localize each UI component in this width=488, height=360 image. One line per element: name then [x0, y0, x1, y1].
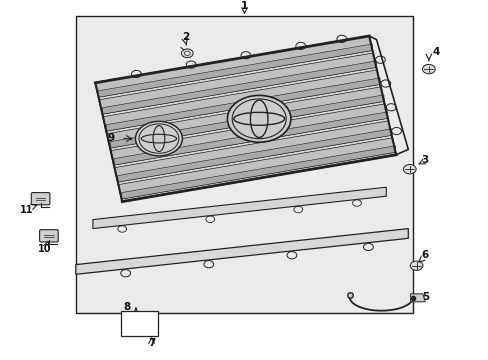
- Polygon shape: [107, 87, 383, 148]
- Polygon shape: [102, 61, 376, 114]
- Polygon shape: [110, 104, 387, 165]
- FancyBboxPatch shape: [40, 230, 58, 242]
- Polygon shape: [410, 294, 425, 302]
- Polygon shape: [106, 78, 379, 131]
- Polygon shape: [122, 146, 395, 199]
- Polygon shape: [118, 138, 395, 199]
- Text: 5: 5: [421, 292, 428, 302]
- Text: 1: 1: [241, 1, 247, 12]
- Polygon shape: [93, 187, 386, 229]
- FancyBboxPatch shape: [31, 193, 50, 205]
- Text: 8: 8: [123, 302, 130, 312]
- Circle shape: [403, 165, 415, 174]
- Text: 6: 6: [421, 250, 428, 260]
- Text: 10: 10: [38, 244, 52, 254]
- Text: 2: 2: [182, 32, 189, 42]
- Polygon shape: [110, 95, 383, 148]
- Circle shape: [422, 64, 434, 74]
- Polygon shape: [99, 53, 376, 114]
- Text: 7: 7: [147, 338, 155, 348]
- FancyBboxPatch shape: [121, 311, 158, 336]
- Polygon shape: [114, 112, 387, 165]
- Polygon shape: [76, 16, 412, 313]
- Polygon shape: [114, 121, 391, 182]
- Text: 4: 4: [431, 47, 439, 57]
- Polygon shape: [95, 36, 372, 97]
- Polygon shape: [99, 44, 372, 97]
- Text: 9: 9: [108, 132, 115, 143]
- Circle shape: [409, 261, 422, 270]
- Text: 11: 11: [20, 204, 34, 215]
- Text: 3: 3: [421, 155, 428, 165]
- Polygon shape: [103, 70, 379, 131]
- Circle shape: [135, 121, 182, 156]
- Polygon shape: [118, 129, 391, 182]
- Polygon shape: [76, 229, 407, 274]
- Polygon shape: [95, 36, 395, 202]
- Circle shape: [227, 95, 290, 142]
- Circle shape: [181, 49, 193, 58]
